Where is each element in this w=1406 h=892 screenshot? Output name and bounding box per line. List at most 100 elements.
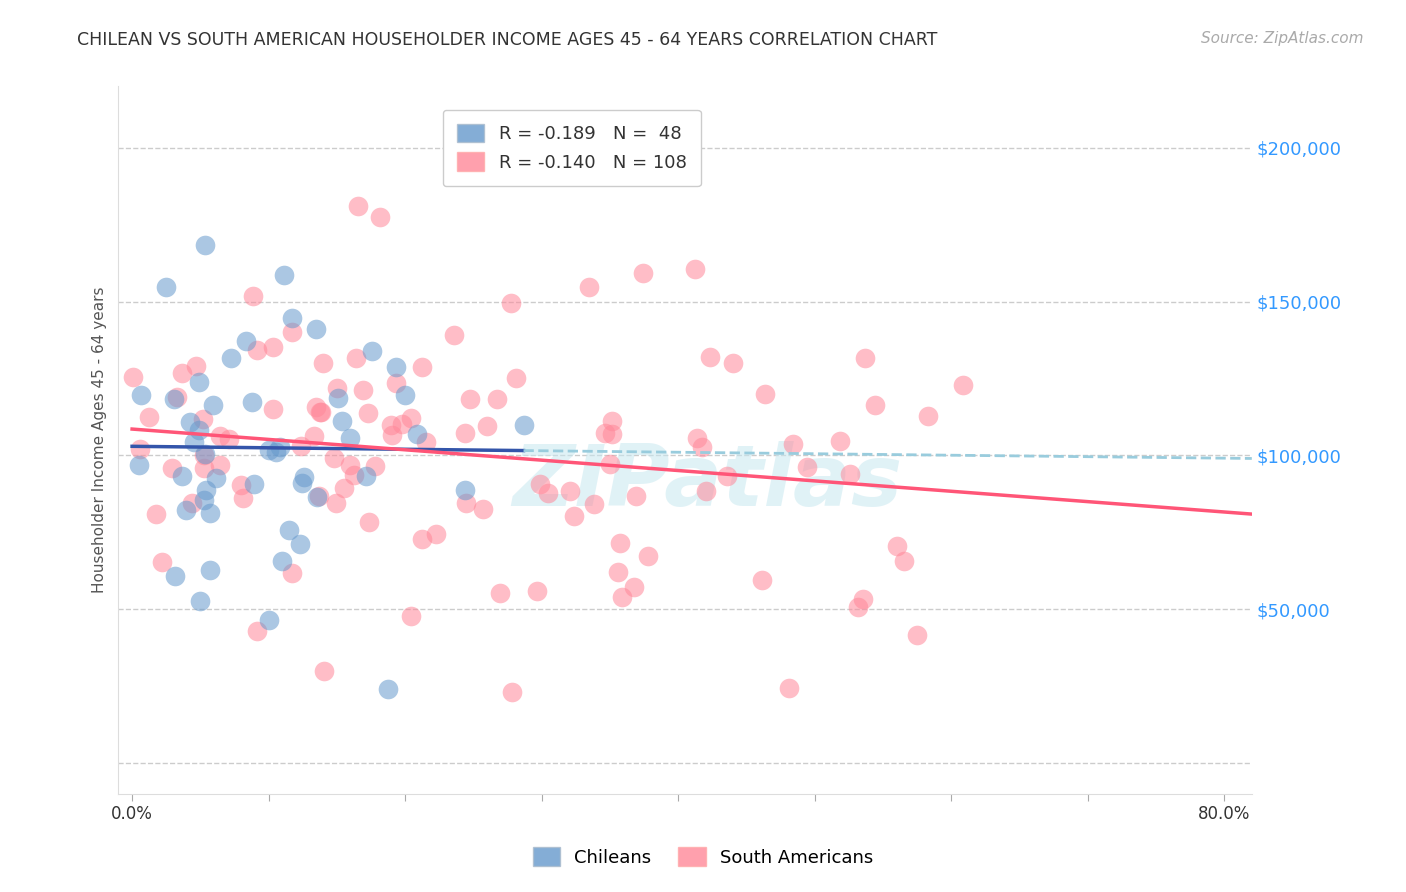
Point [305,322,328,336]
Point [309,405,332,419]
Point [526,584,548,599]
Point [460,392,482,406]
Point [122,369,145,384]
Point [623,580,645,594]
Point [537,486,560,500]
Text: ZIPatlas: ZIPatlas [513,441,903,524]
Point [323,450,346,465]
Point [599,458,621,472]
Point [782,437,804,451]
Point [600,426,623,441]
Point [578,280,600,294]
Point [165,569,187,583]
Point [377,681,399,696]
Point [529,477,551,491]
Point [240,394,263,409]
Point [271,554,294,568]
Point [471,501,494,516]
Point [246,343,269,358]
Point [235,334,257,348]
Point [308,489,330,503]
Point [381,428,404,442]
Point [631,266,654,280]
Point [218,432,240,446]
Point [188,593,211,607]
Point [828,434,851,449]
Point [778,681,800,695]
Point [394,388,416,402]
Point [330,414,353,428]
Point [846,600,869,615]
Point [326,381,349,395]
Point [454,483,477,497]
Point [595,425,617,440]
Point [290,439,312,453]
Point [699,350,721,364]
Point [288,537,311,551]
Point [257,442,280,457]
Point [302,429,325,443]
Point [352,383,374,397]
Point [325,496,347,510]
Point [262,340,284,354]
Point [505,370,527,384]
Point [280,566,302,580]
Point [905,628,928,642]
Point [863,398,886,412]
Point [415,434,437,449]
Point [606,565,628,579]
Point [624,489,647,503]
Point [131,388,153,402]
Point [193,448,215,462]
Point [361,343,384,358]
Point [344,351,367,365]
Point [269,440,291,454]
Point [721,356,744,370]
Point [357,516,380,530]
Point [188,375,211,389]
Point [163,392,186,406]
Point [193,461,215,475]
Point [326,391,349,405]
Point [209,429,232,443]
Point [454,425,477,440]
Point [308,405,330,419]
Point [501,295,523,310]
Point [291,475,314,490]
Point [198,563,221,577]
Point [637,549,659,563]
Point [188,423,211,437]
Point [194,447,217,461]
Point [231,478,253,492]
Point [385,359,408,374]
Point [600,414,623,428]
Point [145,508,167,522]
Text: CHILEAN VS SOUTH AMERICAN HOUSEHOLDER INCOME AGES 45 - 64 YEARS CORRELATION CHAR: CHILEAN VS SOUTH AMERICAN HOUSEHOLDER IN… [77,31,938,49]
Point [917,409,939,424]
Point [281,311,304,326]
Point [612,590,634,604]
Point [512,417,534,432]
Point [150,555,173,569]
Point [174,503,197,517]
Point [339,458,361,473]
Point [193,492,215,507]
Point [486,392,509,406]
Point [609,536,631,550]
Point [853,351,876,365]
Point [183,435,205,450]
Point [312,356,335,370]
Point [893,554,915,568]
Point [264,445,287,459]
Point [886,539,908,553]
Point [583,497,606,511]
Point [195,483,218,497]
Point [232,491,254,505]
Point [852,592,875,607]
Point [564,508,586,523]
Point [129,442,152,457]
Point [307,491,329,505]
Point [347,199,370,213]
Point [194,238,217,252]
Point [184,359,207,374]
